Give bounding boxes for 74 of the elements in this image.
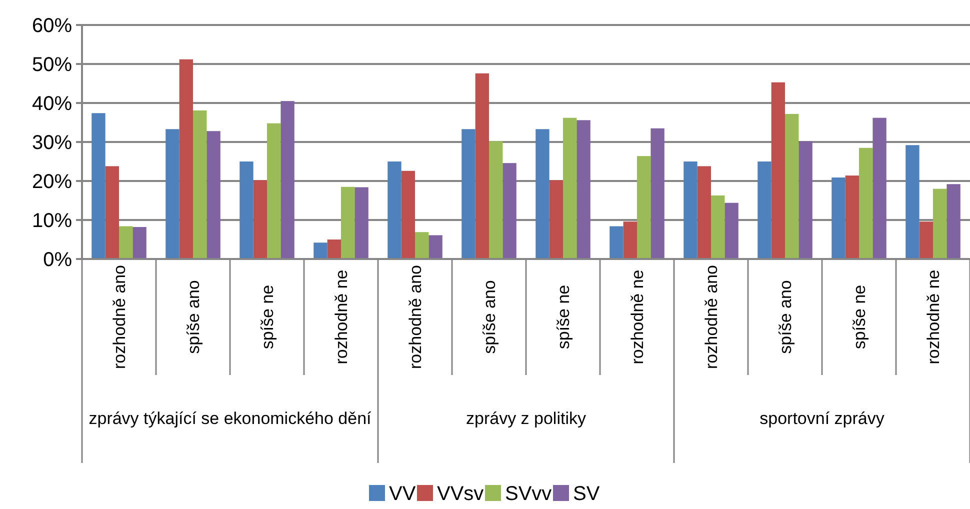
bar [428,235,442,259]
bar [388,162,402,259]
y-tick-label: 40% [32,93,72,115]
bar [132,227,146,259]
x-tick-label: spíše ano [776,280,795,354]
bar [845,176,859,259]
legend-label: SV [573,483,600,505]
bar [610,226,624,259]
bar [549,180,563,259]
x-tick-label: rozhodně ne [924,270,943,364]
bar [280,101,294,259]
bar [832,177,846,259]
x-tick-label: spíše ano [480,280,499,354]
bar [576,120,590,259]
y-tick-label: 20% [32,171,72,193]
bar [267,123,281,259]
bar [859,148,873,259]
x-tick-label: spíše ne [554,284,573,350]
x-tick-label: rozhodně ne [332,270,351,364]
x-tick-label: spíše ne [850,284,869,350]
bar [314,242,328,259]
legend-label: VVsv [437,483,484,505]
bar [354,187,368,259]
bar [475,73,489,259]
y-tick-label: 50% [32,54,72,76]
x-tick-label: spíše ne [258,284,277,350]
bar [206,131,220,259]
bar [697,166,711,259]
bar [341,186,355,259]
bar [179,59,193,259]
x-tick-label: rozhodně ano [110,265,129,369]
bar [563,118,577,259]
x-tick-label: spíše ano [184,280,203,354]
x-tick-label: rozhodně ano [406,265,425,369]
legend-label: SVvv [505,483,552,505]
text: zprávy z politiky [466,409,586,428]
bar [415,232,429,259]
bar [105,166,119,259]
bar [758,162,772,259]
text: zprávy týkající se ekonomického dění [88,409,372,428]
bar [193,110,207,259]
bar [724,202,738,259]
text: sportovní zprávy [760,409,885,428]
y-tick-label: 0% [43,249,72,271]
bar [462,129,476,259]
bar [119,226,133,259]
bar [637,156,651,259]
bar [785,114,799,259]
bar [536,129,550,259]
x-tick-label: rozhodně ne [628,270,647,364]
y-tick-label: 60% [32,15,72,37]
bar [798,141,812,259]
bar [92,113,106,259]
bar [327,240,341,259]
x-tick-label: rozhodně ano [702,265,721,369]
bar [946,184,960,259]
bar [502,163,516,259]
y-tick-label: 30% [32,132,72,154]
bar [650,128,664,259]
bar [401,170,415,259]
bar [489,141,503,259]
bar [253,180,267,259]
y-tick-label: 10% [32,210,72,232]
bar [919,222,933,259]
bar [240,162,254,259]
bar [872,118,886,259]
bar [684,162,698,259]
bar [771,82,785,259]
bar [906,145,920,259]
bar [933,188,947,259]
bar [166,129,180,259]
legend-label: VV [389,483,416,505]
bar [623,222,637,259]
bar [711,195,725,259]
